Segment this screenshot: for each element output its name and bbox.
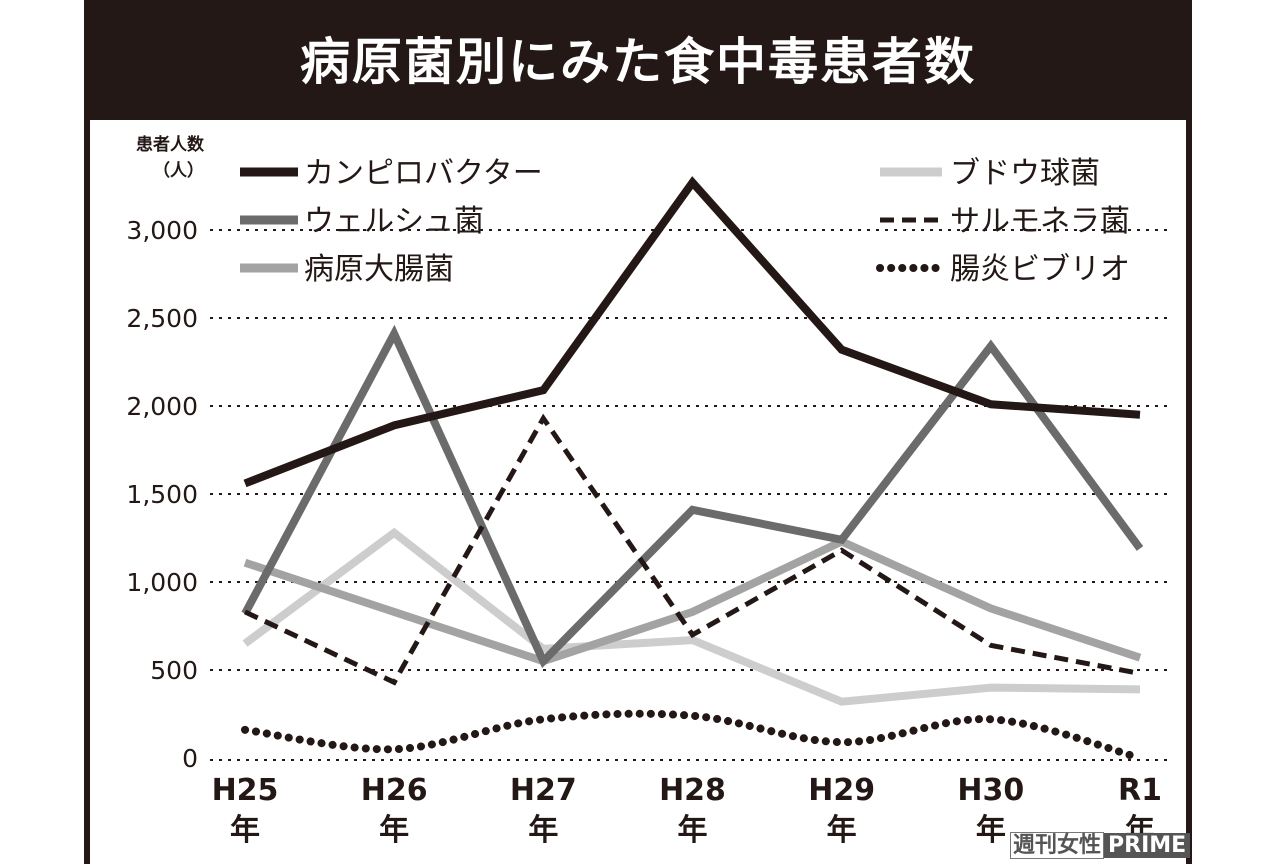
series-line-2 [241,324,1144,669]
y-tick-label: 0 [182,744,198,773]
x-tick-label: 年 [230,813,260,848]
data-point [988,685,994,691]
data-point [242,609,248,615]
series-line-4 [242,527,1141,706]
data-point [839,537,845,543]
x-tick-label: R1 [1118,773,1162,808]
data-point [1137,671,1143,677]
data-point [690,507,696,513]
data-point [988,401,994,407]
title-bar [84,0,1192,120]
data-point [391,746,397,752]
legend-label: カンピロバクター [304,156,543,191]
data-point [690,609,696,615]
data-point [242,480,248,486]
data-point [391,331,397,337]
y-tick-label: 500 [150,656,198,685]
data-point [540,658,546,664]
data-point [690,713,696,719]
x-tick-label: H29 [808,773,875,808]
y-axis-label: （人） [153,160,204,181]
x-tick-label: 年 [976,813,1006,848]
legend-label: サルモネラ菌 [950,204,1130,239]
data-point [988,343,994,349]
series-line-1 [243,176,1141,488]
data-point [1137,546,1143,552]
x-tick-label: 年 [528,813,558,848]
data-point [540,716,546,722]
data-point [391,679,397,685]
series-line-3 [243,537,1142,666]
x-tick-label: H26 [361,773,428,808]
y-tick-label: 1,000 [126,568,198,597]
data-point [690,179,696,185]
data-point [839,347,845,353]
y-tick-label: 3,000 [126,216,198,245]
data-point [391,422,397,428]
watermark-part2: PRIME [1104,833,1191,858]
watermark: 週刊女性 PRIME [1010,830,1191,862]
legend-label: ブドウ球菌 [950,156,1100,191]
data-point [839,739,845,745]
data-point [242,727,248,733]
chart-frame [84,0,1192,864]
y-tick-label: 1,500 [126,480,198,509]
y-tick-label: 2,000 [126,392,198,421]
data-point [391,530,397,536]
data-point [690,637,696,643]
data-point [988,716,994,722]
y-axis-label: 患者人数 [136,134,205,155]
watermark-part1: 週刊女性 [1010,832,1105,859]
data-point [839,699,845,705]
legend-label: ウェルシュ菌 [304,204,484,239]
legend-label: 腸炎ビブリオ [950,252,1130,287]
data-point [988,642,994,648]
legend-label: 病原大腸菌 [304,252,454,287]
data-point [540,415,546,421]
x-tick-label: H25 [212,773,279,808]
x-tick-label: H30 [957,773,1024,808]
x-tick-label: H27 [510,773,577,808]
data-point [1137,686,1143,692]
data-point [540,387,546,393]
x-tick-label: 年 [379,813,409,848]
x-tick-label: H28 [659,773,726,808]
data-point [1137,655,1143,661]
data-point [1137,412,1143,418]
series-line-6 [241,709,1144,762]
chart-title: 病原菌別にみた食中毒患者数 [300,33,976,91]
series-line-5 [243,413,1141,686]
data-point [1137,755,1143,761]
data-point [839,547,845,553]
data-point [391,609,397,615]
x-tick-label: 年 [827,813,857,848]
data-point [242,560,248,566]
y-tick-label: 2,500 [126,304,198,333]
x-tick-label: 年 [678,813,708,848]
data-point [242,641,248,647]
data-point [988,605,994,611]
data-point [690,632,696,638]
